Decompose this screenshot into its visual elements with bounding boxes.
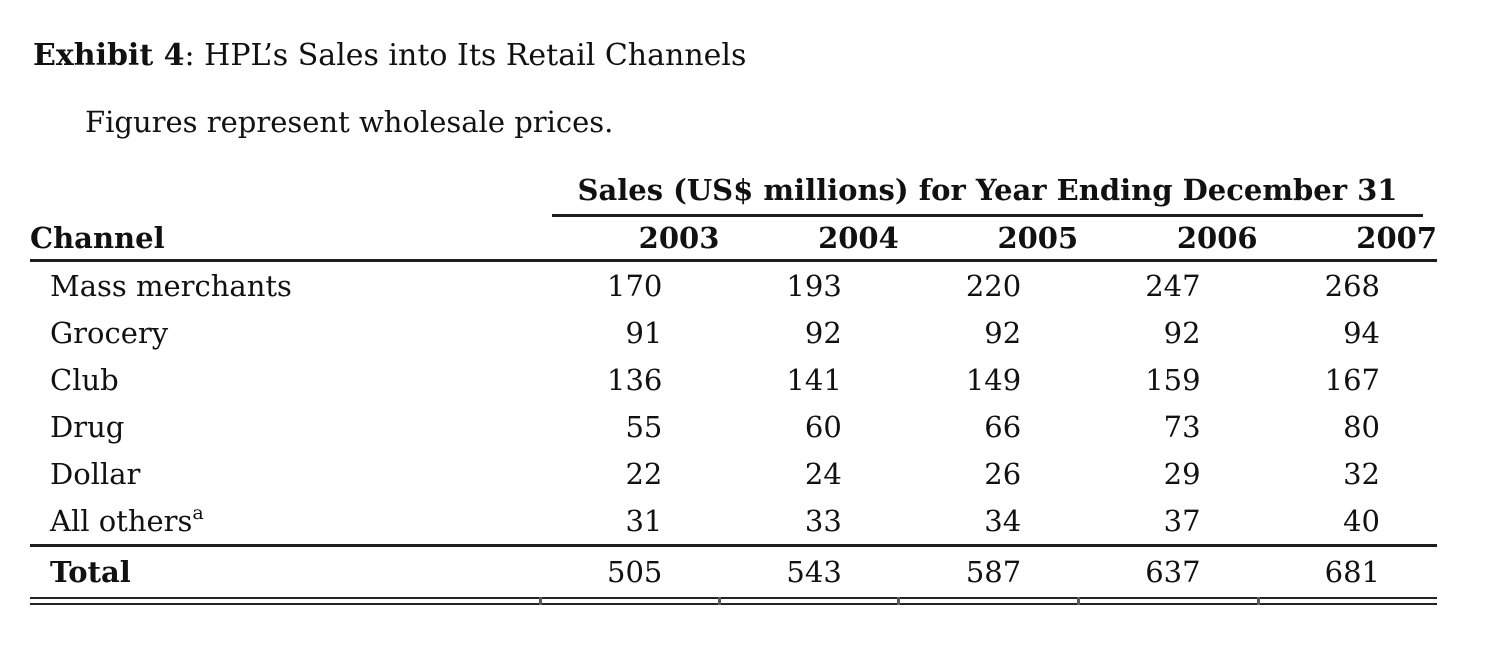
- bottom-double-rule: [30, 597, 1437, 605]
- total-row: Total 505 543 587 637 681: [30, 546, 1437, 598]
- table-row-all-others: All othersa 31 33 34 37 40: [30, 497, 1437, 547]
- cell-value: 92: [984, 315, 1022, 350]
- year-header-2007: 2007: [1257, 217, 1437, 262]
- cell-value: 66: [984, 409, 1022, 444]
- cell-value: 40: [1257, 497, 1437, 547]
- year-header-2004: 2004: [719, 217, 899, 262]
- cell-value: 92: [1163, 315, 1201, 350]
- cell-value: 37: [1078, 497, 1258, 547]
- cell-value: 91: [625, 315, 663, 350]
- total-value: 587: [965, 555, 1022, 589]
- channel-label: Mass merchants: [50, 268, 292, 303]
- total-value: 637: [1145, 555, 1201, 589]
- year-header-2005: 2005: [898, 217, 1079, 262]
- cell-value: 31: [540, 497, 720, 547]
- column-tick: [897, 597, 900, 605]
- channel-label: Grocery: [50, 315, 169, 350]
- cell-value: 136: [607, 362, 663, 397]
- year-header-2003: 2003: [540, 217, 720, 262]
- column-tick: [1077, 597, 1080, 605]
- cell-value: 34: [898, 497, 1079, 547]
- cell-value: 193: [786, 268, 842, 303]
- spanner-header-text: Sales (US$ millions) for Year Ending Dec…: [552, 173, 1423, 217]
- exhibit-title: Exhibit 4: HPL’s Sales into Its Retail C…: [33, 38, 746, 74]
- column-tick: [539, 597, 542, 605]
- sales-table: Sales (US$ millions) for Year Ending Dec…: [30, 168, 1437, 597]
- cell-value: 22: [625, 456, 663, 491]
- cell-value: 247: [1145, 268, 1201, 303]
- cell-value: 73: [1163, 409, 1201, 444]
- exhibit-subtitle: Figures represent wholesale prices.: [85, 105, 614, 139]
- cell-value: 220: [965, 268, 1022, 303]
- spanner-header-cell: Sales (US$ millions) for Year Ending Dec…: [540, 168, 1437, 217]
- cell-value: 24: [804, 456, 842, 491]
- cell-value: 26: [984, 456, 1022, 491]
- total-value: 681: [1324, 555, 1380, 589]
- total-label: Total: [50, 555, 131, 589]
- cell-value: 60: [804, 409, 842, 444]
- table-row-drug: Drug 55 60 66 73 80: [30, 403, 1437, 450]
- cell-value: 92: [804, 315, 842, 350]
- cell-value: 268: [1324, 268, 1380, 303]
- exhibit-title-text: : HPL’s Sales into Its Retail Channels: [184, 38, 747, 73]
- year-header-2006: 2006: [1078, 217, 1258, 262]
- column-tick: [1257, 597, 1260, 605]
- column-header-row: Channel 2003 2004 2005 2006 2007: [30, 217, 1437, 262]
- cell-value: 149: [965, 362, 1022, 397]
- cell-value: 94: [1343, 315, 1380, 350]
- channel-label: Club: [50, 362, 119, 397]
- spanner-header-row: Sales (US$ millions) for Year Ending Dec…: [30, 168, 1437, 217]
- table-row-mass-merchants: Mass merchants 170 193 220 247 268: [30, 261, 1437, 310]
- cell-value: 141: [786, 362, 842, 397]
- cell-value: 170: [607, 268, 663, 303]
- spanner-empty-cell: [30, 168, 540, 217]
- cell-value: 167: [1324, 362, 1380, 397]
- cell-value: 159: [1145, 362, 1201, 397]
- table-row-grocery: Grocery 91 92 92 92 94: [30, 309, 1437, 356]
- cell-value: 29: [1163, 456, 1201, 491]
- channel-label: Drug: [50, 409, 125, 444]
- total-value: 505: [607, 555, 663, 589]
- channel-cell: All othersa: [30, 497, 540, 547]
- channel-column-header: Channel: [30, 217, 540, 262]
- channel-label: All others: [50, 503, 193, 538]
- footnote-marker: a: [192, 501, 204, 524]
- table-row-club: Club 136 141 149 159 167: [30, 356, 1437, 403]
- cell-value: 32: [1343, 456, 1380, 491]
- table-row-dollar: Dollar 22 24 26 29 32: [30, 450, 1437, 497]
- sales-table-wrapper: Sales (US$ millions) for Year Ending Dec…: [30, 168, 1437, 605]
- exhibit-number: Exhibit 4: [33, 38, 185, 73]
- channel-label: Dollar: [50, 456, 141, 491]
- cell-value: 80: [1343, 409, 1380, 444]
- total-value: 543: [786, 555, 842, 589]
- cell-value: 33: [719, 497, 899, 547]
- column-tick: [718, 597, 721, 605]
- cell-value: 55: [625, 409, 663, 444]
